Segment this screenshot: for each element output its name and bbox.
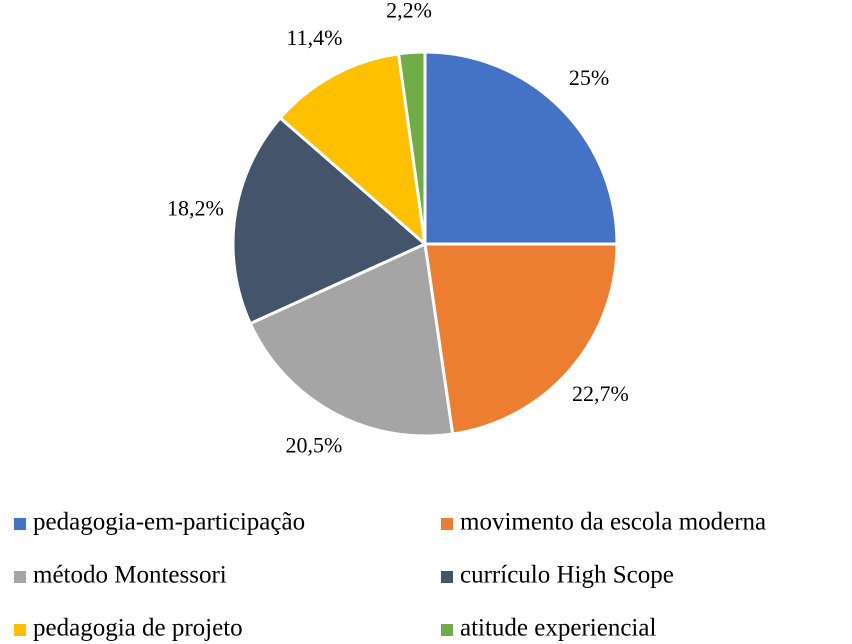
legend-swatch [14,624,26,636]
pie-slice [231,115,428,326]
legend-swatch [441,518,453,530]
pie-slice [278,52,428,248]
data-label: 11,4% [287,25,343,50]
legend-label: pedagogia-em-participação [33,509,305,536]
data-label: 25% [569,65,609,90]
legend-swatch [441,624,453,636]
pie-slice [248,241,455,438]
legend-swatch [14,571,26,583]
legend-label: currículo High Scope [460,562,674,589]
data-label: 22,7% [572,381,629,406]
data-label: 2,2% [386,0,432,23]
legend-label: pedagogia de projeto [33,615,243,642]
data-label: 20,5% [285,433,342,458]
legend-swatch [14,518,26,530]
data-label: 18,2% [167,196,224,221]
pie-slice [396,50,427,245]
legend-label: método Montessori [33,562,227,589]
pie-slice [423,242,619,436]
pie-slice [423,50,619,246]
legend-label: movimento da escola moderna [460,509,766,536]
legend-label: atitude experiencial [460,615,656,642]
legend-swatch [441,571,453,583]
